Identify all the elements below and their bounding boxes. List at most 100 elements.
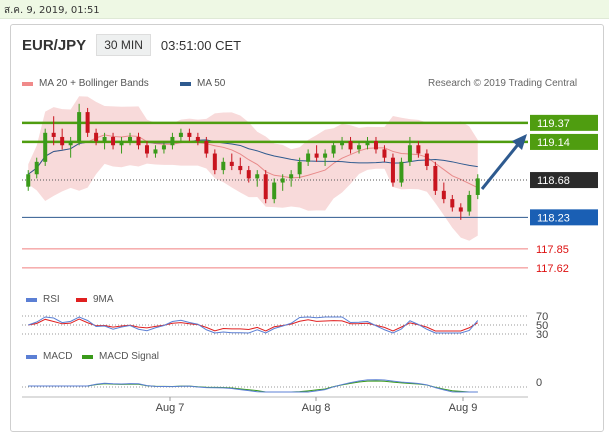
candle-body-21 [204, 141, 209, 154]
x-tick-label-2: Aug 9 [449, 402, 478, 414]
candle-body-27 [255, 174, 260, 179]
rsi-swatch [26, 297, 37, 302]
candle-body-15 [153, 149, 158, 154]
candle-body-8 [94, 132, 99, 142]
candle-body-5 [68, 141, 73, 146]
macd-line [28, 379, 478, 393]
legend-ma50: MA 50 [180, 78, 225, 89]
candle-body-47 [424, 153, 429, 166]
candle-body-41 [373, 141, 378, 150]
candle-body-28 [263, 174, 268, 200]
legend-ma20: MA 20 + Bollinger Bands [22, 78, 149, 89]
candle-body-6 [77, 112, 82, 142]
ma20-swatch [22, 81, 33, 86]
candle-body-3 [51, 132, 56, 137]
candle-body-50 [450, 199, 455, 208]
date-bar: ส.ค. 9, 2019, 01:51 [0, 0, 609, 19]
copyright-text: Research © 2019 Trading Central [428, 78, 578, 89]
legend-macd: MACD [26, 351, 72, 362]
macd-label: MACD [43, 351, 73, 362]
ma9-swatch [76, 297, 87, 302]
candle-body-24 [229, 161, 234, 166]
legend-9ma: 9MA [76, 294, 114, 305]
candle-body-23 [221, 161, 226, 171]
rsi-tick-70: 70 [536, 311, 548, 323]
projection-arrow-head [512, 134, 527, 150]
macd-signal-line [28, 380, 478, 393]
candle-body-43 [390, 157, 395, 183]
candle-body-32 [297, 161, 302, 175]
candle-body-9 [102, 136, 107, 142]
level-tag-2 [530, 172, 598, 189]
candle-body-2 [43, 132, 48, 162]
candle-body-46 [416, 145, 421, 154]
datetime-text: ส.ค. 9, 2019, 01:51 [4, 5, 100, 16]
candle-body-10 [111, 136, 116, 146]
rsi-tick-30: 30 [536, 329, 548, 341]
legend-rsi: RSI [26, 294, 60, 305]
candle-body-4 [60, 136, 65, 146]
rsi-9ma-line [28, 318, 479, 332]
ma50-label: MA 50 [197, 78, 226, 89]
x-tick-label-0: Aug 7 [156, 402, 185, 414]
chart-panel [10, 24, 604, 432]
level-tag-1 [530, 133, 598, 150]
candle-body-39 [357, 145, 362, 150]
candle-body-30 [280, 178, 285, 183]
ma50-swatch [180, 81, 191, 86]
candle-body-26 [246, 170, 251, 179]
time-label: 03:51:00 CET [160, 37, 242, 53]
candle-body-11 [119, 141, 124, 146]
bollinger-band [28, 96, 478, 241]
candle-body-12 [128, 136, 133, 142]
candle-body-51 [458, 207, 463, 212]
ma20-line [27, 134, 478, 189]
macd-swatch [26, 354, 37, 359]
candle-body-48 [433, 165, 438, 191]
level-tag-0 [530, 114, 598, 131]
level-label-4: 117.85 [536, 244, 569, 256]
chart-header: EUR/JPY 30 MIN 03:51:00 CET [22, 34, 241, 56]
rsi-label: RSI [43, 294, 60, 305]
candle-body-31 [289, 174, 294, 179]
rsi-line [28, 316, 479, 334]
candle-body-44 [399, 161, 404, 183]
candle-body-53 [475, 178, 480, 195]
candle-body-22 [212, 153, 217, 171]
candle-body-33 [306, 153, 311, 162]
ma20-label: MA 20 + Bollinger Bands [39, 78, 149, 89]
macd-signal-swatch [82, 354, 93, 359]
x-tick-label-1: Aug 8 [302, 402, 331, 414]
candle-body-42 [382, 149, 387, 158]
candle-body-36 [331, 145, 336, 154]
macd-signal-label: MACD Signal [99, 351, 160, 362]
candle-body-35 [323, 153, 328, 158]
level-tag-3 [530, 209, 598, 226]
candle-body-0 [26, 174, 31, 187]
candle-body-14 [144, 145, 149, 154]
candle-body-7 [85, 112, 90, 133]
candle-body-16 [161, 145, 166, 150]
level-label-2: 118.68 [537, 175, 570, 187]
candle-body-29 [272, 182, 277, 200]
candle-body-37 [340, 141, 345, 146]
candle-body-38 [348, 141, 353, 150]
candle-body-17 [170, 136, 175, 146]
candle-body-20 [195, 136, 200, 142]
level-label-3: 118.23 [537, 212, 570, 224]
macd-tick-0: 0 [536, 377, 542, 389]
timeframe-badge[interactable]: 30 MIN [96, 34, 151, 56]
candle-body-49 [441, 190, 446, 200]
level-label-0: 119.37 [537, 118, 570, 130]
projection-arrow-shaft [480, 141, 522, 190]
candle-body-52 [467, 194, 472, 212]
candle-body-34 [314, 153, 319, 158]
candle-body-1 [34, 161, 39, 175]
candle-body-13 [136, 136, 141, 146]
candle-body-18 [178, 132, 183, 137]
projection-arrow [480, 134, 527, 190]
rsi-tick-50: 50 [536, 320, 548, 332]
candle-body-45 [407, 145, 412, 162]
pair-label: EUR/JPY [22, 36, 87, 54]
level-label-5: 117.62 [536, 263, 569, 275]
